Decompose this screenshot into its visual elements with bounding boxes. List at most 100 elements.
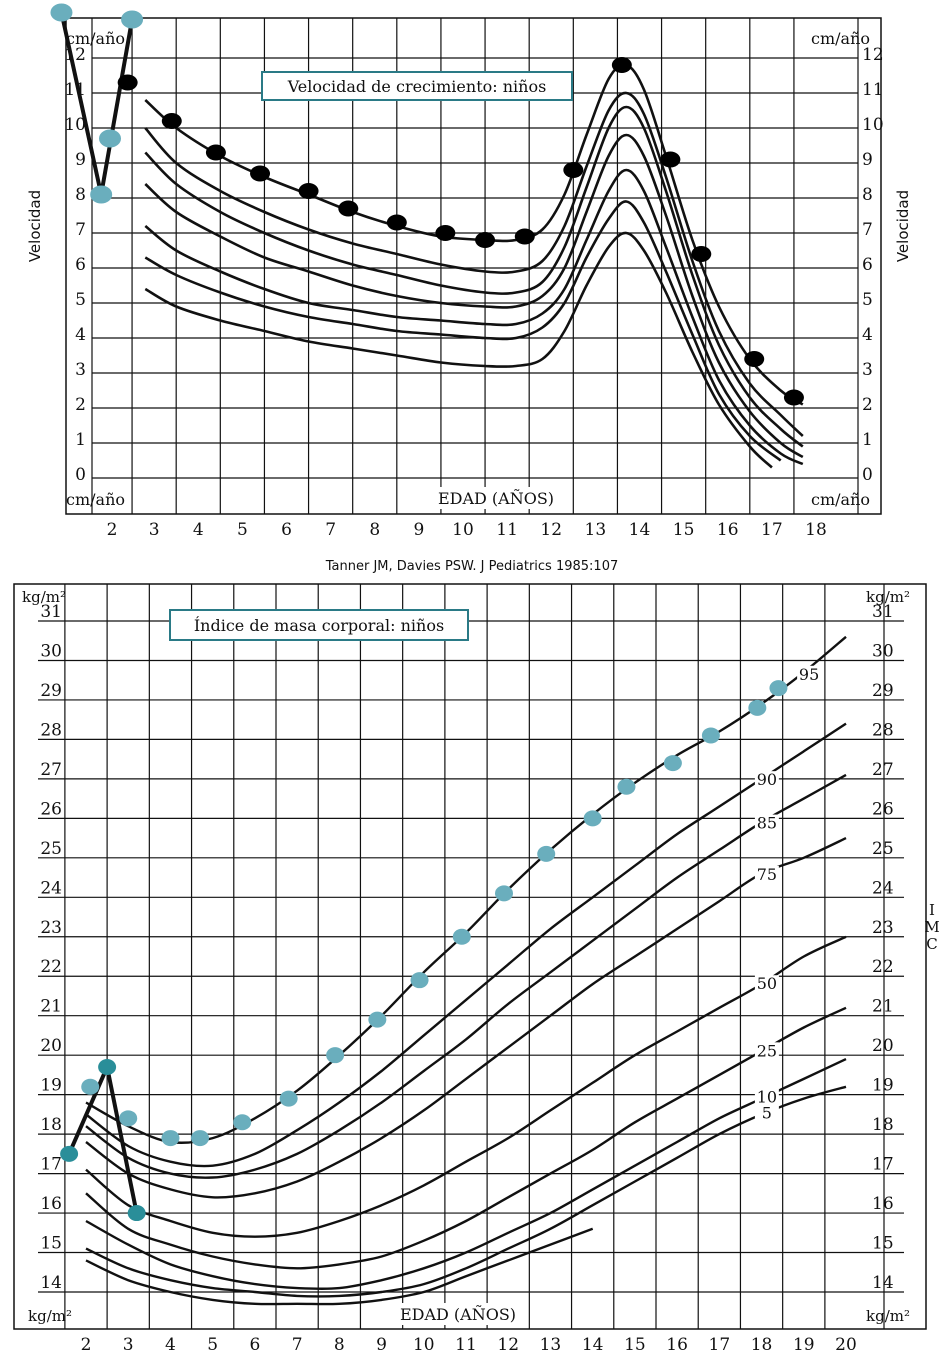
bottom-teal-point: [701, 727, 720, 744]
top-teal-point: [99, 129, 121, 148]
top-black-point: [563, 162, 584, 178]
bottom-y-tick-label-right: 21: [872, 997, 894, 1017]
bottom-y-unit-right: kg/m²: [866, 588, 910, 606]
bottom-percentile-label: 95: [799, 665, 819, 684]
top-black-point: [386, 214, 407, 231]
bottom-percentile-label: 10: [757, 1088, 777, 1107]
bottom-y-tick-label-left: 25: [40, 839, 62, 859]
top-y-tick-label-left: 2: [75, 395, 86, 415]
bottom-y-tick-label-left: 20: [40, 1036, 62, 1056]
bottom-teal-point: [537, 845, 556, 862]
top-y-label-right: Velocidad: [894, 190, 912, 262]
bottom-percentile-label-bg: [754, 1088, 779, 1106]
top-x-tick-label: 2: [107, 520, 118, 540]
bottom-y-tick-label-right: 15: [872, 1234, 894, 1254]
bottom-percentile-curve: [85, 773, 847, 1179]
top-y-unit-left-bottom: cm/año: [66, 490, 125, 509]
top-black-point: [691, 246, 712, 262]
bottom-dark-teal-point: [60, 1145, 79, 1162]
top-chart-frame: [65, 17, 882, 515]
bottom-percentile-curve: [85, 722, 847, 1168]
top-x-tick-label: 9: [413, 520, 424, 540]
top-x-tick-label: 13: [585, 520, 607, 540]
bottom-x-tick-label: 17: [709, 1335, 731, 1355]
bottom-x-tick-label: 7: [292, 1335, 303, 1355]
top-black-point: [435, 225, 456, 241]
bottom-y-tick-label-right: 25: [872, 839, 894, 859]
bottom-percentile-curve: [85, 1085, 847, 1298]
bottom-x-tick-label: 12: [497, 1335, 519, 1355]
bottom-dark-teal-point: [98, 1059, 117, 1076]
bottom-x-tick-label: 19: [793, 1335, 815, 1355]
top-y-tick-label-right: 2: [862, 395, 873, 415]
top-black-point: [475, 232, 496, 248]
bottom-x-tick-label: 3: [123, 1335, 134, 1355]
top-y-tick-label-right: 6: [862, 255, 873, 275]
bottom-teal-point: [326, 1047, 345, 1064]
bottom-y-unit-right-bottom: kg/m²: [866, 1307, 910, 1325]
top-x-tick-label: 18: [805, 520, 827, 540]
bottom-x-tick-label: 2: [81, 1335, 92, 1355]
bottom-y-tick-label-right: 26: [872, 799, 894, 819]
top-teal-point: [90, 185, 113, 204]
top-chart-title: Velocidad de crecimiento: niños: [287, 77, 547, 96]
top-y-unit-right-bottom: cm/año: [811, 490, 870, 509]
bottom-percentile-label-bg: [797, 665, 822, 683]
top-y-tick-label-left: 8: [75, 185, 86, 205]
bottom-percentile-label: 25: [757, 1041, 777, 1060]
bottom-y-tick-label-right: 20: [872, 1036, 894, 1056]
top-velocity-curve: [144, 91, 804, 437]
bottom-y-tick-label-left: 15: [40, 1234, 62, 1254]
bottom-y-tick-label-right: 29: [872, 681, 894, 701]
bottom-teal-point: [617, 778, 636, 795]
bottom-percentile-label: 5: [762, 1103, 772, 1122]
top-black-point: [660, 151, 681, 168]
top-y-tick-label-left: 9: [75, 150, 86, 170]
top-y-tick-label-left: 12: [64, 45, 86, 65]
bottom-y-tick-label-left: 28: [40, 720, 62, 740]
top-x-tick-label: 11: [496, 520, 518, 540]
top-black-point: [514, 228, 535, 245]
top-velocity-curve: [144, 63, 804, 406]
top-y-tick-label-right: 11: [862, 80, 884, 100]
bottom-y-tick-label-right: 19: [872, 1076, 894, 1096]
bottom-percentile-label-bg: [754, 865, 779, 883]
bottom-y-tick-label-right: 28: [872, 720, 894, 740]
bottom-x-tick-label: 14: [582, 1335, 604, 1355]
bottom-y-tick-label-left: 17: [40, 1155, 62, 1175]
bottom-y-tick-label-left: 31: [40, 602, 62, 622]
bottom-y-tick-label-right: 27: [872, 760, 894, 780]
bottom-teal-point: [161, 1130, 180, 1147]
top-x-tick-label: 8: [369, 520, 380, 540]
top-title-box: [261, 71, 573, 101]
bottom-y-tick-label-right: 18: [872, 1115, 894, 1135]
top-black-point: [783, 389, 804, 406]
bottom-x-tick-label: 20: [835, 1335, 857, 1355]
top-velocity-curve: [144, 200, 782, 462]
bottom-teal-point: [495, 885, 513, 902]
bottom-y-tick-label-left: 16: [40, 1194, 62, 1214]
bottom-percentile-label-bg: [754, 814, 779, 832]
bottom-x-tick-label: 18: [751, 1335, 773, 1355]
bottom-teal-point: [769, 680, 788, 697]
bottom-x-tick-label: 10: [413, 1335, 435, 1355]
top-x-tick-label: 17: [761, 520, 783, 540]
bottom-percentile-curve: [85, 837, 847, 1199]
top-x-tick-label: 6: [281, 520, 292, 540]
top-y-label-left: Velocidad: [26, 190, 44, 262]
top-black-point: [250, 165, 271, 182]
bottom-y-unit-left-bottom: kg/m²: [28, 1307, 72, 1325]
bottom-y-tick-label-right: 31: [872, 602, 894, 622]
top-xlabel-bg: [428, 487, 564, 509]
bottom-teal-point: [410, 972, 429, 989]
top-velocity-curve: [144, 168, 804, 466]
bottom-chart-title: Índice de masa corporal: niños: [194, 615, 444, 635]
bottom-teal-point: [368, 1011, 387, 1028]
top-y-tick-label-right: 12: [862, 45, 884, 65]
bottom-x-tick-label: 15: [624, 1335, 646, 1355]
bottom-y-tick-label-right: 23: [872, 918, 894, 938]
bottom-teal-point: [119, 1110, 138, 1127]
bottom-teal-point: [452, 928, 471, 945]
top-y-unit-right: cm/año: [811, 29, 870, 48]
